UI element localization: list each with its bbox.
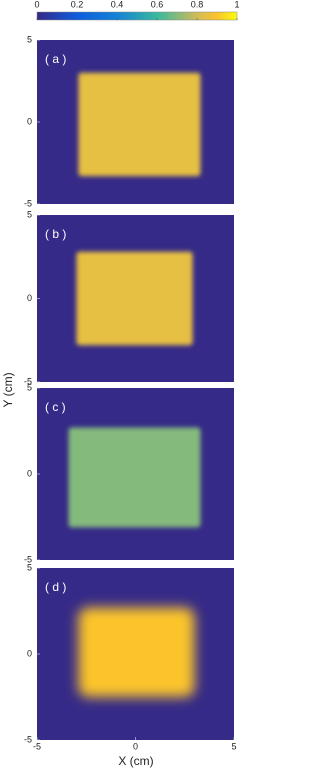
- y-tick-label: 0: [27, 468, 32, 478]
- panel-label: ( b ): [45, 227, 66, 241]
- colorbar-tick-label: 0.8: [191, 0, 204, 9]
- x-tick-label: 5: [231, 741, 236, 751]
- y-tick-label: 0: [27, 648, 32, 658]
- y-tick-label: 5: [27, 209, 32, 219]
- colorbar-tick-label: 0.2: [71, 0, 84, 9]
- y-tick-label: -5: [24, 198, 32, 208]
- figure: X (cm) Y (cm) 0 0.2 0.4 0.6 0.8 1 ( a ) -5 0 5 ( b…: [1, 0, 239, 768]
- panel-image: [78, 72, 201, 177]
- panel-label: ( a ): [45, 52, 66, 66]
- panel-label: ( c ): [45, 400, 66, 414]
- y-tick-label: -5: [24, 376, 32, 386]
- field-region: [68, 427, 201, 528]
- y-tick-label: 5: [27, 382, 32, 392]
- x-tick-label: -5: [33, 741, 41, 751]
- colorbar-tick-label: 0.6: [151, 0, 164, 9]
- panel-label: ( d ): [45, 580, 66, 594]
- colorbar-tick-label: 0.4: [111, 0, 124, 9]
- x-tick-label: 0: [133, 741, 138, 751]
- panel-image: [68, 427, 201, 528]
- colorbar: [36, 11, 238, 21]
- y-axis-label: Y (cm): [1, 372, 15, 407]
- field-region: [78, 72, 201, 177]
- y-tick-label: 0: [27, 116, 32, 126]
- panel-image: [78, 607, 195, 697]
- y-tick-label: -5: [24, 554, 32, 564]
- x-axis-label: X (cm): [118, 754, 153, 768]
- colorbar-tick-label: 1: [234, 0, 239, 9]
- panel-image: [76, 251, 193, 346]
- y-tick-label: 5: [27, 562, 32, 572]
- colorbar-tick-label: 0: [34, 0, 39, 9]
- y-tick-label: 5: [27, 34, 32, 44]
- y-tick-label: 0: [27, 293, 32, 303]
- field-region: [78, 607, 195, 697]
- y-tick-label: -5: [24, 734, 32, 744]
- field-region: [76, 251, 193, 346]
